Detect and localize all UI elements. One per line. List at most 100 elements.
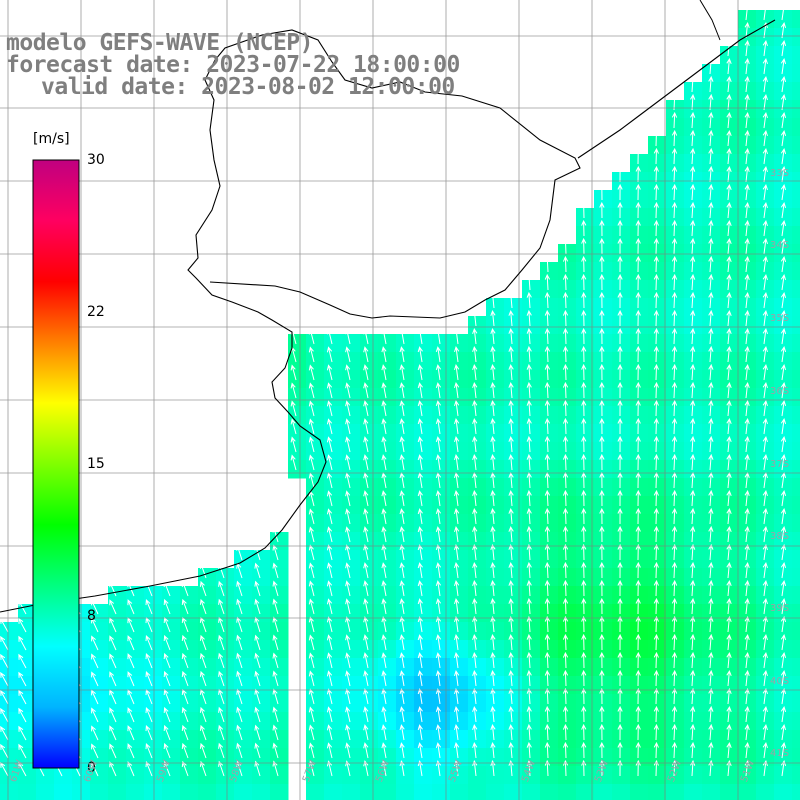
wind-arrow bbox=[363, 688, 369, 705]
wind-arrow bbox=[762, 561, 768, 579]
wind-arrow bbox=[181, 760, 189, 777]
heatmap-cell bbox=[522, 460, 541, 479]
wind-arrow bbox=[363, 760, 369, 777]
wind-arrow bbox=[508, 741, 514, 759]
wind-arrow bbox=[671, 687, 678, 705]
heatmap-cell bbox=[468, 784, 487, 800]
wind-arrow bbox=[762, 201, 768, 219]
heatmap-cell bbox=[432, 658, 451, 677]
wind-arrow bbox=[744, 111, 750, 129]
wind-arrow bbox=[653, 201, 659, 219]
heatmap-cell bbox=[720, 82, 739, 101]
wind-arrow bbox=[744, 723, 750, 741]
wind-arrow bbox=[236, 598, 243, 615]
heatmap-cell bbox=[702, 406, 721, 425]
heatmap-cell bbox=[558, 478, 577, 497]
wind-arrow bbox=[562, 327, 569, 345]
wind-arrow bbox=[163, 742, 171, 759]
wind-arrow bbox=[127, 671, 135, 687]
heatmap-cell bbox=[576, 550, 595, 569]
heatmap-cell bbox=[720, 496, 739, 515]
wind-arrow bbox=[435, 670, 442, 687]
wind-arrow bbox=[599, 723, 605, 741]
heatmap-cell bbox=[414, 712, 433, 731]
wind-arrow bbox=[744, 687, 750, 705]
heatmap-cell bbox=[216, 730, 235, 749]
heatmap-cell bbox=[756, 496, 775, 515]
heatmap-cell bbox=[738, 154, 757, 173]
wind-arrow bbox=[690, 759, 696, 777]
wind-arrow bbox=[726, 255, 732, 273]
wind-arrow bbox=[762, 219, 768, 237]
heatmap-cell bbox=[612, 442, 631, 461]
wind-arrow bbox=[671, 723, 678, 741]
heatmap-cell bbox=[216, 766, 235, 785]
heatmap-cell bbox=[360, 496, 379, 515]
lat-label-34s: 34S bbox=[770, 240, 790, 251]
heatmap-cell bbox=[792, 730, 800, 749]
heatmap-cell bbox=[144, 658, 163, 677]
wind-arrow bbox=[617, 489, 623, 507]
wind-arrow bbox=[472, 615, 478, 633]
wind-arrow bbox=[599, 741, 605, 759]
wind-arrow bbox=[562, 381, 569, 399]
wind-arrow bbox=[145, 743, 153, 759]
heatmap-cell bbox=[558, 586, 577, 605]
heatmap-cell bbox=[324, 640, 343, 659]
heatmap-cell bbox=[198, 730, 217, 749]
colorbar-tick-30: 30 bbox=[87, 152, 105, 168]
wind-arrow bbox=[617, 561, 623, 579]
heatmap-cell bbox=[666, 118, 685, 137]
heatmap-cell bbox=[396, 532, 415, 551]
wind-arrow bbox=[671, 435, 678, 453]
heatmap-cell bbox=[774, 406, 793, 425]
heatmap-cell bbox=[612, 208, 631, 227]
wind-arrow bbox=[218, 724, 225, 741]
heatmap-cell bbox=[342, 388, 361, 407]
wind-arrow bbox=[308, 472, 315, 489]
heatmap-cell bbox=[774, 244, 793, 263]
wind-arrow bbox=[708, 201, 714, 219]
heatmap-cell bbox=[792, 352, 800, 371]
wind-arrow bbox=[454, 705, 460, 723]
heatmap-cell bbox=[126, 730, 145, 749]
heatmap-cell bbox=[558, 298, 577, 317]
heatmap-cell bbox=[684, 514, 703, 533]
wind-arrow bbox=[490, 723, 496, 741]
wind-arrow bbox=[671, 309, 678, 327]
wind-arrow bbox=[381, 562, 387, 579]
heatmap-cell bbox=[162, 730, 181, 749]
heatmap-cell bbox=[666, 496, 685, 515]
heatmap-cell bbox=[612, 370, 631, 389]
wind-arrow bbox=[381, 544, 387, 561]
wind-arrow bbox=[181, 634, 189, 651]
heatmap-cell bbox=[612, 748, 631, 767]
wind-arrow bbox=[472, 651, 478, 669]
wind-arrow bbox=[109, 635, 117, 651]
heatmap-cell bbox=[378, 442, 397, 461]
heatmap-cell bbox=[180, 694, 199, 713]
heatmap-cell bbox=[666, 460, 685, 479]
heatmap-cell bbox=[594, 730, 613, 749]
heatmap-cell bbox=[180, 658, 199, 677]
wind-arrow bbox=[653, 345, 659, 363]
heatmap-cell bbox=[576, 298, 595, 317]
wind-arrow bbox=[417, 544, 423, 561]
wind-arrow bbox=[435, 688, 442, 705]
wind-arrow bbox=[218, 652, 225, 669]
wind-arrow bbox=[544, 687, 551, 705]
wind-arrow bbox=[581, 273, 587, 291]
heatmap-cell bbox=[396, 478, 415, 497]
wind-arrow bbox=[363, 634, 369, 651]
heatmap-cell bbox=[756, 298, 775, 317]
heatmap-cell bbox=[504, 784, 523, 800]
heatmap-cell bbox=[666, 298, 685, 317]
wind-arrow bbox=[762, 453, 768, 471]
heatmap-cell bbox=[648, 190, 667, 209]
wind-arrow bbox=[508, 723, 514, 741]
wind-arrow bbox=[762, 615, 768, 633]
colorbar-unit: [m/s] bbox=[33, 131, 70, 147]
wind-arrow bbox=[671, 381, 678, 399]
heatmap-cell bbox=[612, 334, 631, 353]
wind-arrow bbox=[435, 742, 442, 759]
